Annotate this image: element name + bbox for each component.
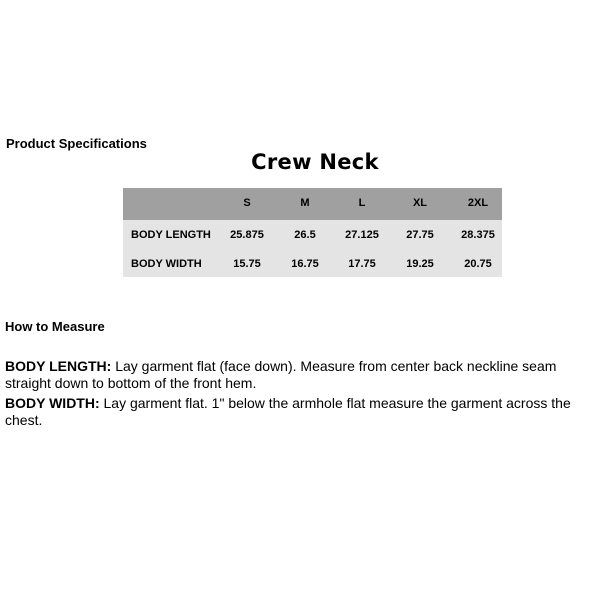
section-heading-product-specifications: Product Specifications: [6, 136, 147, 151]
table-cell: 16.75: [291, 258, 319, 270]
description: Lay garment flat (face down). Measure fr…: [5, 358, 557, 391]
table-cell: 19.25: [406, 258, 434, 270]
table-cell: 17.75: [348, 258, 376, 270]
table-cell: 15.75: [233, 258, 261, 270]
term: BODY LENGTH:: [5, 358, 112, 374]
table-cell: 26.5: [294, 229, 316, 241]
size-chart-table: S M L XL 2XL BODY LENGTH 25.875 26.5 27.…: [123, 188, 502, 277]
table-body: BODY LENGTH 25.875 26.5 27.125 27.75 28.…: [123, 220, 502, 277]
table-cell: 20.75: [464, 258, 492, 270]
table-header: S M L XL 2XL: [123, 188, 502, 220]
section-heading-how-to-measure: How to Measure: [5, 319, 105, 334]
product-title: Crew Neck: [251, 150, 379, 174]
measure-instruction-body-width: BODY WIDTH: Lay garment flat. 1" below t…: [5, 395, 600, 429]
table-cell: 28.375: [461, 229, 495, 241]
description: Lay garment flat. 1" below the armhole f…: [5, 395, 571, 428]
term: BODY WIDTH:: [5, 395, 100, 411]
table-cell: 27.75: [406, 229, 434, 241]
column-header: 2XL: [467, 197, 489, 209]
column-header: S: [243, 197, 251, 209]
measure-instruction-body-length: BODY LENGTH: Lay garment flat (face down…: [5, 358, 600, 392]
row-label: BODY LENGTH: [131, 229, 211, 241]
table-cell: 25.875: [230, 229, 264, 241]
column-header: XL: [412, 197, 428, 209]
row-label: BODY WIDTH: [131, 258, 202, 270]
column-header: M: [300, 197, 310, 209]
column-header: L: [358, 197, 366, 209]
table-cell: 27.125: [345, 229, 379, 241]
